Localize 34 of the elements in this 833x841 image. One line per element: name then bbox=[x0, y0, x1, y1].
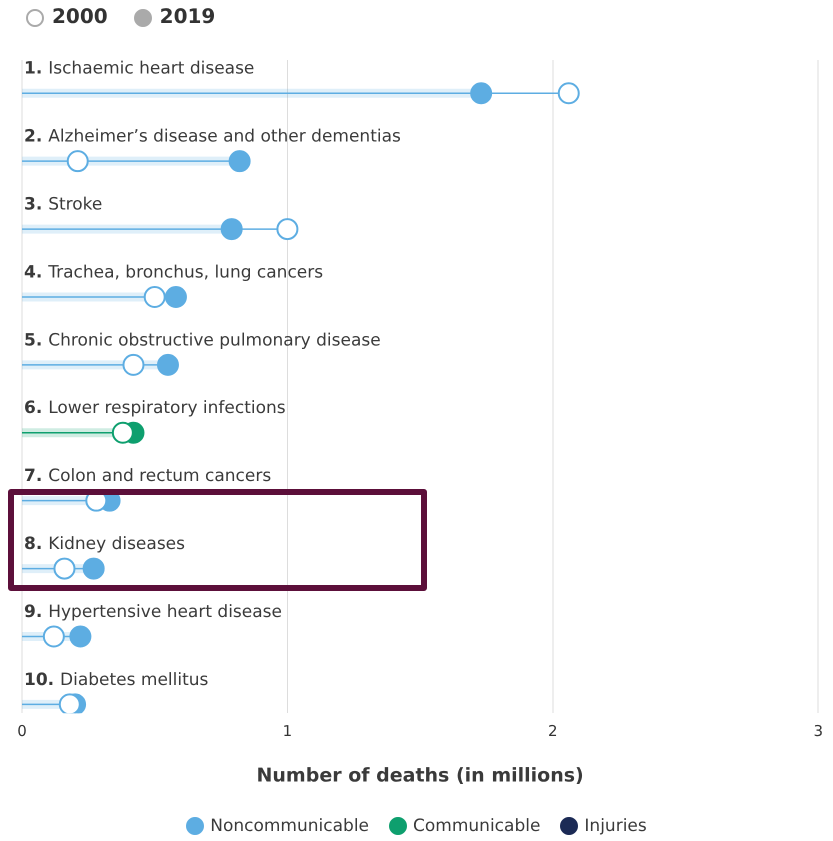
x-axis-title: Number of deaths (in millions) bbox=[256, 764, 584, 787]
x-tick-label: 0 bbox=[17, 722, 27, 740]
y-tick-label: 1. Ischaemic heart disease bbox=[24, 58, 254, 79]
point bbox=[228, 150, 251, 172]
point bbox=[69, 625, 92, 648]
x-tick-label: 3 bbox=[813, 722, 823, 740]
y-tick-label: 5. Chronic obstructive pulmonary disease bbox=[24, 330, 381, 350]
x-tick-label: 1 bbox=[282, 722, 292, 740]
y-tick-label: 7. Colon and rectum cancers bbox=[24, 466, 272, 486]
point bbox=[53, 558, 76, 580]
text: 2019 bbox=[158, 4, 216, 28]
point bbox=[144, 286, 166, 308]
point bbox=[42, 625, 65, 648]
legend-label: Communicable bbox=[412, 816, 540, 836]
y-tick-label: 4. Trachea, bronchus, lung cancers bbox=[24, 262, 324, 282]
text: 2000 bbox=[51, 4, 108, 28]
y-tick-label: 9. Hypertensive heart disease bbox=[24, 602, 282, 622]
point bbox=[156, 354, 179, 376]
y-tick-label: 2. Alzheimer’s disease and other dementias bbox=[24, 126, 402, 147]
y-tick-label: 3. Stroke bbox=[24, 194, 102, 214]
point bbox=[112, 422, 134, 444]
legend-label: Noncommunicable bbox=[209, 816, 370, 836]
y-tick-label: 8. Kidney diseases bbox=[24, 534, 186, 554]
x-tick-label: 2 bbox=[548, 722, 558, 740]
legend-label: Injuries bbox=[583, 816, 647, 836]
point bbox=[220, 218, 243, 240]
y-tick-label: 10. Diabetes mellitus bbox=[24, 670, 209, 690]
point bbox=[82, 558, 105, 580]
point bbox=[66, 150, 89, 172]
point bbox=[164, 286, 187, 308]
point bbox=[276, 218, 298, 240]
point bbox=[122, 354, 144, 376]
y-tick-label: 6. Lower respiratory infections bbox=[24, 398, 286, 418]
point bbox=[470, 82, 492, 104]
